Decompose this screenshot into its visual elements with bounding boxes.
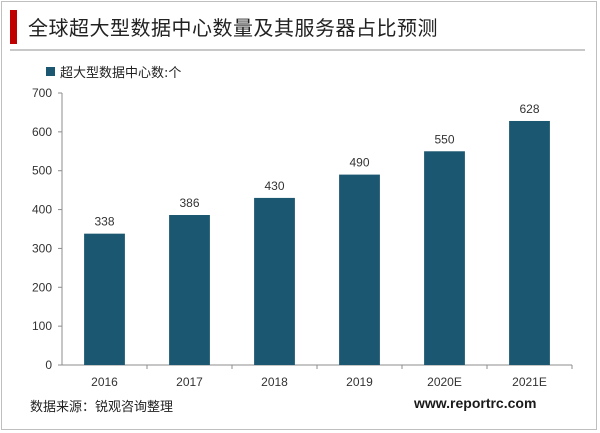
y-tick-label: 500	[32, 164, 52, 178]
page-title: 全球超大型数据中心数量及其服务器占比预测	[28, 16, 438, 40]
x-tick-label: 2017	[176, 375, 203, 389]
data-label: 628	[519, 102, 539, 116]
x-tick-label: 2021E	[512, 375, 547, 389]
chart-legend: 超大型数据中心数:个	[46, 62, 181, 81]
x-tick-label: 2018	[261, 375, 288, 389]
y-tick-label: 300	[32, 241, 52, 255]
website-url: www.reportrc.com	[414, 395, 537, 411]
bar	[84, 233, 125, 365]
bar	[254, 197, 295, 365]
bar	[339, 174, 380, 365]
y-tick-label: 400	[32, 203, 52, 217]
data-source: 数据来源：锐观咨询整理	[30, 400, 174, 415]
bar	[509, 120, 550, 365]
bar	[169, 215, 210, 365]
y-tick-label: 100	[32, 319, 52, 333]
y-tick-label: 700	[32, 86, 52, 100]
x-tick-label: 2019	[346, 375, 373, 389]
x-tick-label: 2016	[91, 375, 118, 389]
legend-swatch	[46, 67, 55, 76]
x-tick-label: 2020E	[427, 375, 462, 389]
title-divider	[10, 49, 585, 51]
data-label: 430	[264, 179, 284, 193]
data-label: 338	[94, 215, 114, 229]
title-accent-bar	[10, 10, 17, 44]
bar	[424, 151, 465, 365]
data-label: 490	[349, 156, 369, 170]
y-tick-label: 600	[32, 125, 52, 139]
data-label: 386	[179, 196, 199, 210]
y-tick-label: 200	[32, 280, 52, 294]
legend-label: 超大型数据中心数:个	[60, 66, 182, 81]
y-tick-label: 0	[45, 358, 52, 372]
data-label: 550	[434, 132, 454, 146]
